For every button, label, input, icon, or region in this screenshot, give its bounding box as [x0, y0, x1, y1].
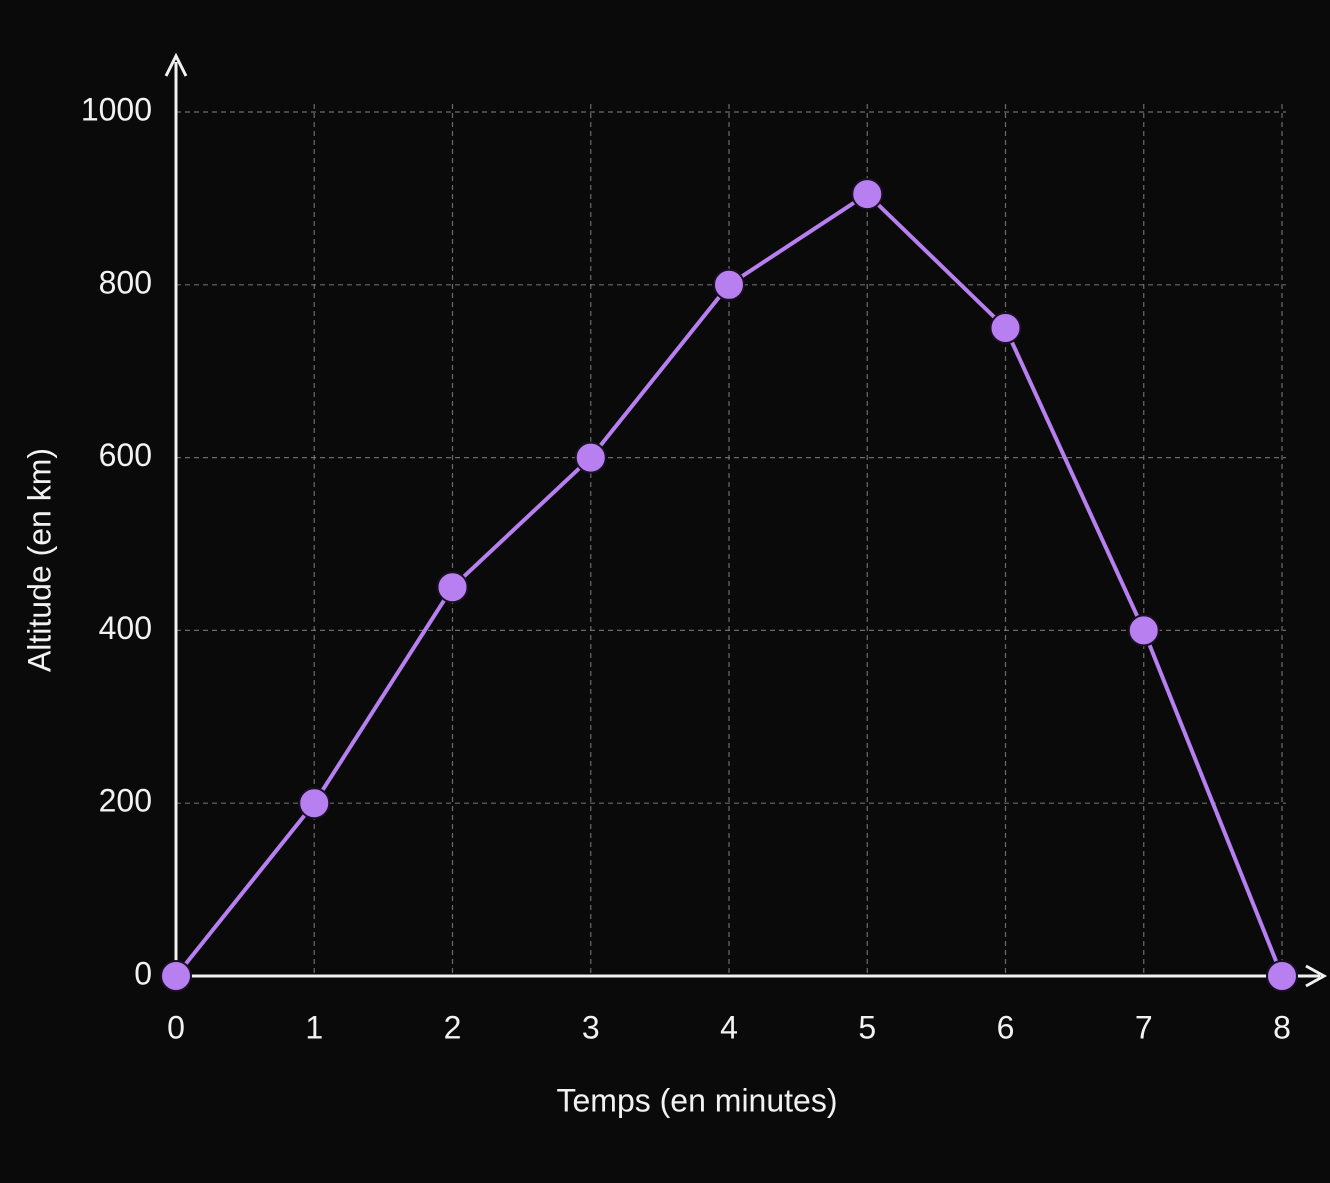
data-point	[851, 178, 884, 211]
x-tick-label: 2	[444, 1009, 462, 1045]
y-tick-label: 400	[99, 610, 152, 646]
x-axis-arrow	[1305, 964, 1328, 988]
axes	[164, 52, 1328, 988]
data-point	[1266, 960, 1298, 992]
data-point	[298, 787, 331, 820]
y-tick-label: 800	[99, 264, 152, 300]
x-tick-label: 1	[305, 1009, 323, 1045]
data-point	[989, 312, 1022, 344]
data-point	[436, 571, 469, 604]
plot	[160, 178, 1298, 992]
data-point	[160, 960, 192, 992]
x-tick-label: 7	[1135, 1009, 1153, 1045]
x-tick-label: 6	[997, 1009, 1015, 1045]
data-point	[1127, 614, 1160, 647]
y-axis-title: Altitude (en km)	[21, 448, 57, 672]
y-tick-label: 1000	[81, 91, 152, 127]
x-tick-label: 8	[1273, 1009, 1291, 1045]
y-tick-label: 600	[99, 437, 152, 473]
x-axis-title: Temps (en minutes)	[557, 1082, 838, 1118]
y-axis-arrow	[164, 52, 188, 77]
x-tick-label: 3	[582, 1009, 600, 1045]
data-point	[574, 441, 607, 474]
y-tick-label: 200	[99, 783, 152, 819]
x-tick-label: 0	[167, 1009, 185, 1045]
x-tick-label: 4	[720, 1009, 738, 1045]
data-point	[713, 268, 745, 301]
y-tick-label: 0	[134, 955, 152, 991]
x-tick-label: 5	[858, 1009, 876, 1045]
